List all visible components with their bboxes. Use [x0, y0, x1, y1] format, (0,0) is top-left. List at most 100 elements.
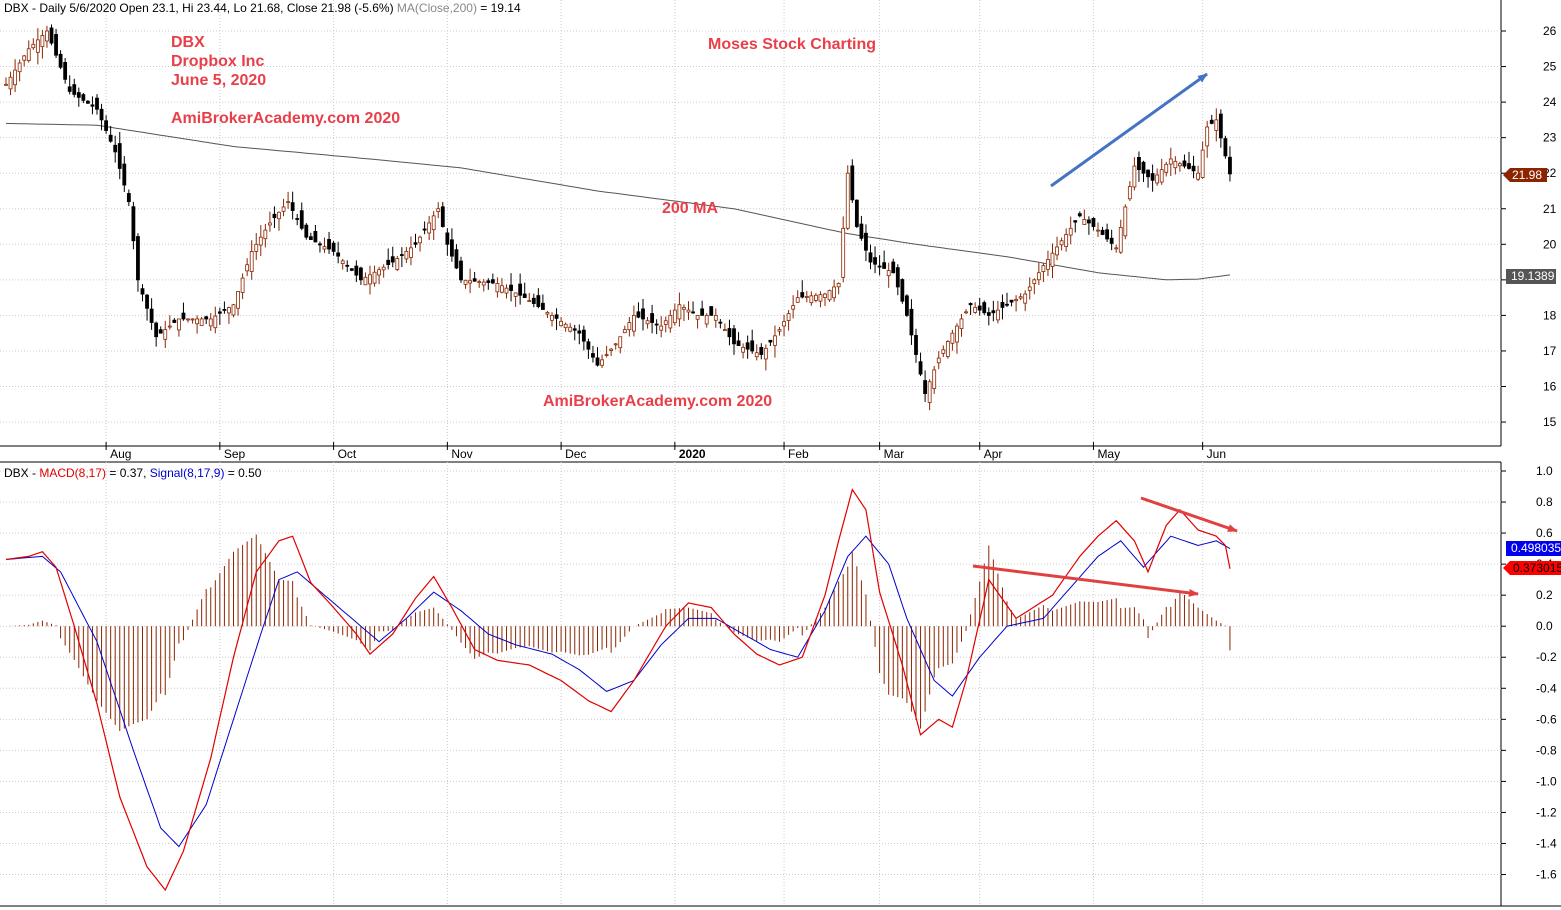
candle-body [777, 329, 782, 332]
candle-body [895, 267, 900, 288]
candle-body [936, 357, 941, 364]
candle-body [254, 243, 259, 252]
candle-body [395, 258, 400, 270]
price-y-axis-ticks: 151617181920212223242526 [1501, 24, 1557, 429]
macd-y-axis-ticks: 1.00.80.60.40.20.0-0.2-0.4-0.6-0.8-1.0-1… [1501, 464, 1557, 882]
macd-tick-label: 0.0 [1536, 619, 1553, 633]
candle-body [873, 257, 877, 265]
macd-tick-label: -0.8 [1536, 743, 1557, 757]
candle-body [1214, 119, 1219, 131]
candle-body [1164, 163, 1169, 173]
ma-200-line [5, 122, 1231, 281]
candle-body [563, 323, 568, 329]
candle-body [90, 104, 95, 107]
candle-body [654, 323, 659, 326]
price-tick-label: 20 [1543, 237, 1557, 251]
candle-body [358, 267, 363, 281]
candle-body [468, 280, 473, 284]
candle-body [322, 246, 327, 250]
candle-body [513, 292, 518, 297]
macd-tick-label: -0.6 [1536, 712, 1557, 726]
candle-body [31, 43, 36, 49]
candle-body [763, 347, 768, 360]
candle-body [363, 276, 368, 286]
candlesticks [4, 24, 1232, 411]
candle-body [308, 236, 313, 240]
candle-body [95, 97, 99, 110]
annotation-ticker: DBX [171, 34, 205, 51]
macd-tick-label: -1.2 [1536, 805, 1557, 819]
candle-body [700, 308, 705, 316]
candle-body [509, 284, 513, 291]
candle-body [181, 312, 186, 320]
candle-body [277, 211, 281, 220]
candle-body [791, 305, 796, 310]
candle-body [154, 322, 159, 338]
candle-body [1087, 219, 1091, 224]
month-label: Dec [565, 447, 586, 461]
candle-body [263, 229, 268, 240]
candle-body [713, 314, 718, 321]
month-label: Apr [984, 447, 1003, 461]
candle-body [586, 341, 591, 350]
candle-body [877, 265, 882, 268]
macd-tick-label: -0.4 [1536, 681, 1557, 695]
candle-body [727, 328, 732, 338]
candle-body [568, 326, 573, 332]
month-label: Feb [788, 447, 809, 461]
month-label: Sep [224, 447, 246, 461]
macd-tick-label: 1.0 [1536, 464, 1553, 478]
month-label: Oct [338, 447, 357, 461]
candle-body [1173, 160, 1178, 169]
candle-body [1118, 227, 1123, 253]
candle-body [882, 262, 887, 269]
price-tick-label: 15 [1543, 415, 1557, 429]
candle-body [577, 330, 582, 334]
candle-body [923, 380, 927, 395]
candle-body [627, 322, 632, 331]
candle-body [704, 314, 709, 325]
candle-body [604, 354, 609, 356]
candle-body [1096, 229, 1100, 232]
candle-body [914, 335, 918, 355]
candle-body [313, 230, 318, 243]
annotation-moses: Moses Stock Charting [708, 36, 876, 53]
candle-body [1032, 279, 1037, 284]
candle-body [436, 208, 441, 212]
candle-body [249, 251, 254, 272]
candle-body [686, 309, 691, 313]
candle-body [490, 279, 495, 284]
candle-body [773, 335, 777, 346]
candle-body [231, 304, 236, 316]
candle-body [1041, 265, 1046, 272]
candle-body [404, 251, 409, 260]
candle-body [440, 206, 445, 227]
candle-body [641, 308, 645, 320]
candle-body [345, 264, 350, 267]
candle-body [1155, 174, 1160, 184]
candle-body [349, 268, 354, 271]
candle-body [1159, 169, 1164, 183]
candle-body [454, 249, 459, 269]
price-tick-label: 26 [1543, 24, 1557, 38]
candle-body [632, 314, 636, 332]
candle-body [449, 239, 454, 257]
candle-body [1055, 246, 1059, 256]
candle-body [117, 143, 122, 169]
price-tick-label: 17 [1543, 344, 1557, 358]
candle-body [1068, 227, 1073, 236]
macd-header: DBX - MACD(8,17) = 0.37, Signal(8,17,9) … [4, 466, 262, 480]
candle-body [672, 309, 677, 324]
candle-body [504, 287, 509, 294]
candle-body [741, 346, 745, 353]
candle-body [854, 199, 859, 227]
candle-body [236, 291, 240, 309]
candle-body [900, 279, 905, 302]
macd-histogram [10, 534, 1231, 731]
candle-body [327, 239, 331, 250]
ma-value-badge: 19.1389 [1506, 269, 1556, 284]
candle-body [1123, 206, 1128, 237]
candle-body [531, 297, 536, 304]
candle-body [1209, 119, 1214, 124]
candle-body [859, 223, 864, 239]
